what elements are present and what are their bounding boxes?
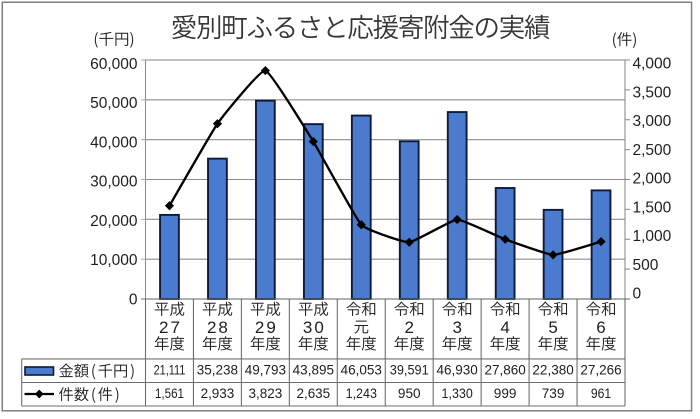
svg-text:46,053: 46,053 [341, 363, 382, 378]
svg-text:0: 0 [633, 286, 642, 303]
svg-text:22,380: 22,380 [532, 363, 574, 378]
svg-text:2: 2 [404, 318, 413, 337]
svg-text:1,561: 1,561 [155, 386, 184, 401]
svg-text:500: 500 [633, 257, 659, 274]
svg-text:20,000: 20,000 [90, 213, 138, 230]
svg-text:1,000: 1,000 [633, 228, 672, 245]
svg-text:4,000: 4,000 [633, 56, 672, 73]
svg-text:2: 2 [207, 318, 216, 337]
svg-text:50,000: 50,000 [90, 95, 138, 112]
svg-text:46,930: 46,930 [437, 363, 479, 378]
svg-text:60,000: 60,000 [90, 56, 138, 73]
svg-text:30,000: 30,000 [90, 174, 138, 191]
svg-text:1,330: 1,330 [442, 386, 474, 401]
svg-text:49,793: 49,793 [245, 363, 286, 378]
svg-text:2,635: 2,635 [296, 386, 330, 401]
svg-text:9: 9 [266, 318, 275, 337]
svg-text:961: 961 [591, 386, 611, 401]
svg-text:39,591: 39,591 [390, 363, 429, 378]
svg-text:21,111: 21,111 [154, 363, 186, 378]
svg-text:8: 8 [218, 318, 227, 337]
svg-text:3,000: 3,000 [633, 113, 672, 130]
svg-text:2,500: 2,500 [633, 142, 672, 159]
svg-text:6: 6 [596, 318, 605, 337]
svg-text:3: 3 [303, 318, 312, 337]
svg-text:10,000: 10,000 [90, 252, 138, 269]
svg-text:0: 0 [129, 291, 138, 308]
svg-text:5: 5 [548, 318, 557, 337]
svg-text:1,500: 1,500 [633, 199, 672, 216]
svg-text:1,243: 1,243 [346, 386, 377, 401]
svg-text:40,000: 40,000 [90, 134, 138, 151]
svg-text:739: 739 [542, 386, 565, 401]
svg-text:3: 3 [452, 318, 461, 337]
svg-text:4: 4 [500, 318, 509, 337]
svg-text:999: 999 [494, 386, 517, 401]
svg-text:2,933: 2,933 [201, 386, 235, 401]
svg-text:2: 2 [255, 318, 264, 337]
svg-text:7: 7 [170, 318, 179, 337]
svg-text:27,266: 27,266 [580, 363, 621, 378]
svg-text:3,823: 3,823 [249, 386, 283, 401]
svg-text:3,500: 3,500 [633, 84, 672, 101]
svg-text:27,860: 27,860 [484, 363, 526, 378]
svg-text:0: 0 [314, 318, 323, 337]
svg-text:35,238: 35,238 [197, 363, 238, 378]
svg-text:43,895: 43,895 [293, 363, 334, 378]
svg-text:2: 2 [159, 318, 168, 337]
svg-text:2,000: 2,000 [633, 171, 672, 188]
svg-text:950: 950 [398, 386, 421, 401]
